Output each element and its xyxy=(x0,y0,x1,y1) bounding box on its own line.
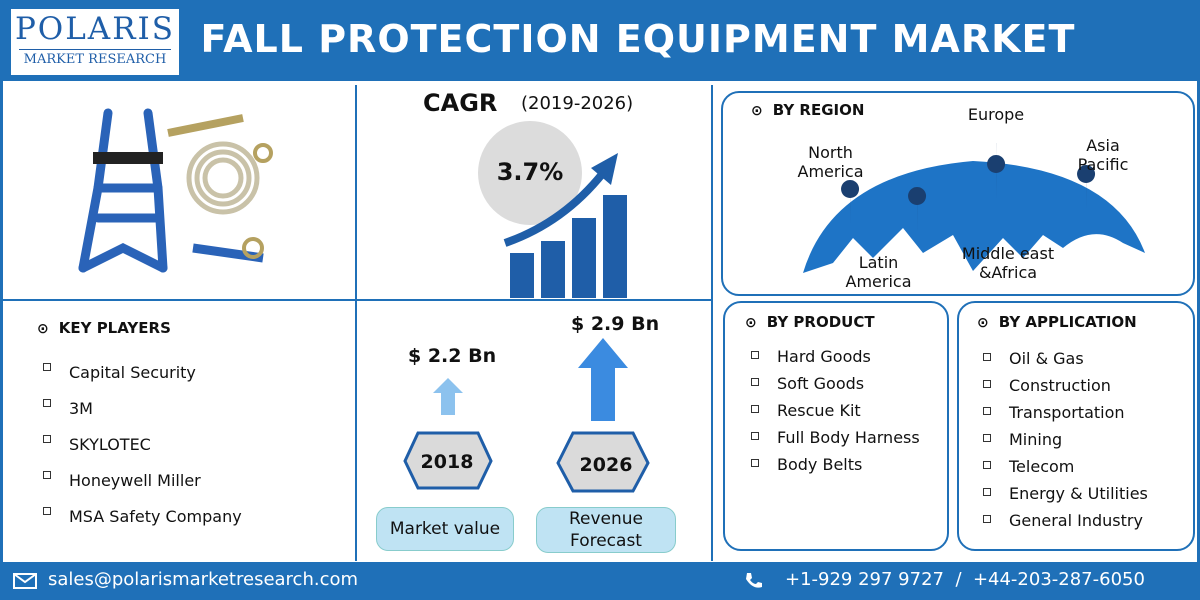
divider xyxy=(3,299,711,301)
list-item: Telecom xyxy=(977,453,1148,480)
list-item: Capital Security xyxy=(37,355,242,391)
phone-icon xyxy=(746,573,762,588)
cagr-label: CAGR xyxy=(423,89,498,117)
region-label: North America xyxy=(797,143,864,181)
list-item: Body Belts xyxy=(745,451,920,478)
region-label: Europe xyxy=(967,105,1025,124)
list-item: Honeywell Miller xyxy=(37,463,242,499)
key-players-list: Capital Security 3M SKYLOTEC Honeywell Mill… xyxy=(37,355,242,535)
product-heading: BY PRODUCT xyxy=(745,313,875,331)
page-title: FALL PROTECTION EQUIPMENT MARKET xyxy=(200,17,1076,61)
growth-graphic xyxy=(478,121,627,298)
header-band xyxy=(3,3,1197,81)
divider xyxy=(711,85,713,561)
mail-icon xyxy=(13,573,37,589)
region-label: Latin America xyxy=(845,253,912,291)
list-item: MSA Safety Company xyxy=(37,499,242,535)
market-amount: $ 2.2 Bn xyxy=(408,345,497,367)
application-list: Oil & Gas Construction Transportation Minin… xyxy=(977,345,1148,534)
logo: POLARIS MARKET RESEARCH xyxy=(9,7,181,77)
list-item: Full Body Harness xyxy=(745,424,920,451)
list-item: Transportation xyxy=(977,399,1148,426)
market-amount: $ 2.9 Bn xyxy=(571,313,660,335)
product-panel xyxy=(723,301,949,551)
cagr-period: (2019-2026) xyxy=(521,93,634,114)
region-label: Asia Pacific xyxy=(1077,136,1129,174)
logo-subtitle: MARKET RESEARCH xyxy=(19,49,171,67)
application-panel xyxy=(957,301,1195,551)
list-item: Rescue Kit xyxy=(745,397,920,424)
list-item: Construction xyxy=(977,372,1148,399)
list-item: Energy & Utilities xyxy=(977,480,1148,507)
region-heading: BY REGION xyxy=(751,101,865,119)
equipment-illustration xyxy=(78,108,273,273)
list-item: General Industry xyxy=(977,507,1148,534)
market-label: Market value xyxy=(376,507,514,551)
logo-name: POLARIS xyxy=(14,11,176,47)
footer-phone[interactable]: +1-929 297 9727 / +44-203-287-6050 xyxy=(785,569,1145,590)
application-heading: BY APPLICATION xyxy=(977,313,1137,331)
list-item: 3M xyxy=(37,391,242,427)
world-map xyxy=(803,143,1145,273)
market-graphic xyxy=(403,338,650,493)
list-item: Soft Goods xyxy=(745,370,920,397)
footer-email[interactable]: sales@polarismarketresearch.com xyxy=(48,569,359,590)
market-year: 2026 xyxy=(579,454,633,476)
key-players-heading: KEY PLAYERS xyxy=(37,319,171,337)
list-item: SKYLOTEC xyxy=(37,427,242,463)
product-list: Hard Goods Soft Goods Rescue Kit Full Body … xyxy=(745,343,920,478)
market-label: Revenue Forecast xyxy=(536,507,676,553)
divider xyxy=(355,85,357,561)
market-year: 2018 xyxy=(420,451,474,473)
list-item: Oil & Gas xyxy=(977,345,1148,372)
list-item: Hard Goods xyxy=(745,343,920,370)
list-item: Mining xyxy=(977,426,1148,453)
cagr-value: 3.7% xyxy=(496,158,564,186)
footer: sales@polarismarketresearch.com +1-929 2… xyxy=(3,562,1197,600)
region-label: Middle east &Africa xyxy=(961,244,1055,282)
